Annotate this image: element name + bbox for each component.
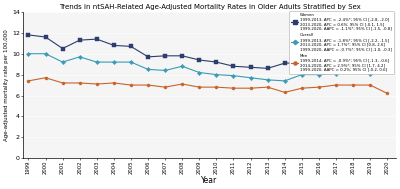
Legend: Women
1999-2013, APC = -2.4%*; 95% CI [-2.8, -2.0]
2013-2020, APC = 0.6%; 95% CI: Women 1999-2013, APC = -2.4%*; 95% CI [-… — [290, 11, 394, 74]
X-axis label: Year: Year — [202, 176, 218, 185]
Title: Trends in ntSAH-Related Age-Adjusted Mortality Rates in Older Adults Stratified : Trends in ntSAH-Related Age-Adjusted Mor… — [59, 4, 360, 10]
Y-axis label: Age-adjusted mortality rate per 100,000: Age-adjusted mortality rate per 100,000 — [4, 29, 9, 141]
